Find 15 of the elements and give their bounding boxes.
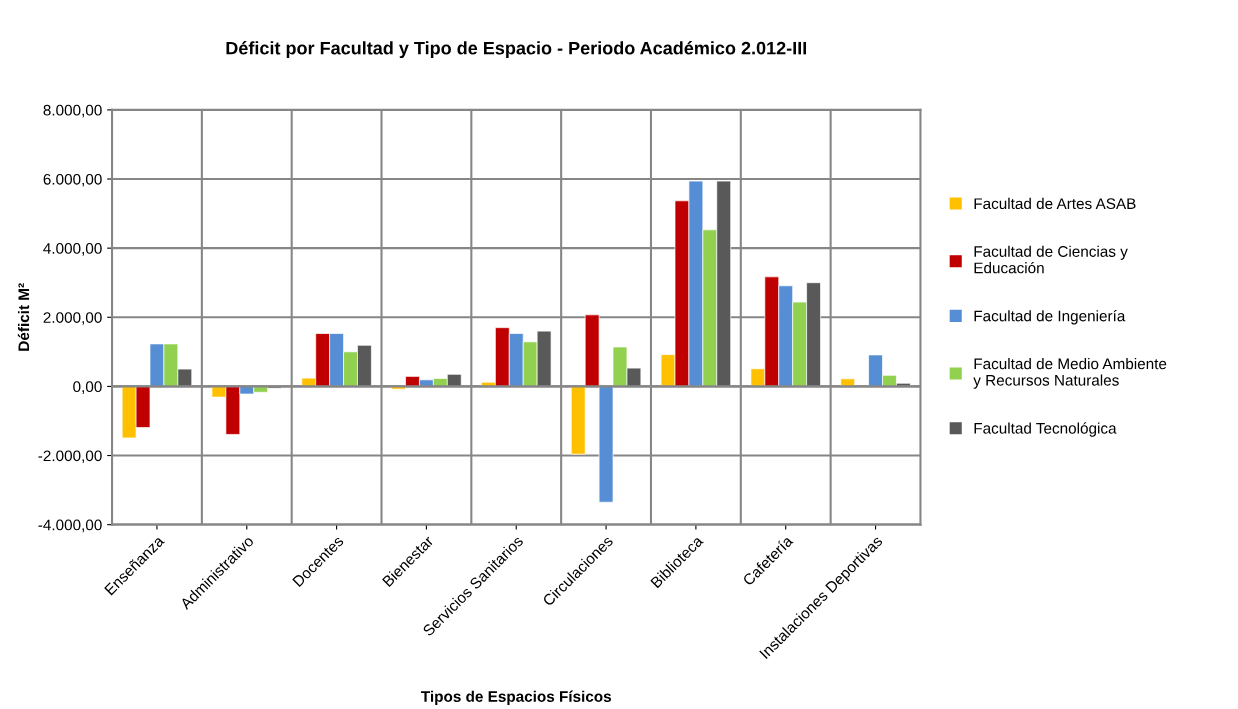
y-tick-label: -4.000,00 bbox=[38, 519, 102, 533]
y-axis-title: Déficit M² bbox=[17, 283, 30, 351]
legend-label: Facultad de Ciencias y Educación bbox=[974, 245, 1128, 274]
legend-label: Facultad de Artes ASAB bbox=[974, 197, 1136, 210]
y-tick-label: 8.000,00 bbox=[43, 104, 102, 118]
chart-title: Déficit por Facultad y Tipo de Espacio - Periodo Académico 2.012-III bbox=[226, 41, 807, 59]
y-tick-label: 0,00 bbox=[73, 381, 102, 394]
y-tick-label: 2.000,00 bbox=[43, 312, 102, 325]
x-axis-title: Tipos de Espacios Físicos bbox=[421, 690, 612, 705]
legend-label: Facultad Tecnológica bbox=[974, 422, 1117, 437]
y-tick-label: 4.000,00 bbox=[43, 243, 102, 256]
legend-label: Facultad de Ingeniería bbox=[974, 309, 1126, 325]
y-tick-label: -2.000,00 bbox=[38, 450, 102, 464]
y-tick-label: 6.000,00 bbox=[43, 173, 102, 187]
legend-label: Facultad de Medio Ambiente y Recursos Naturales bbox=[973, 358, 1167, 389]
